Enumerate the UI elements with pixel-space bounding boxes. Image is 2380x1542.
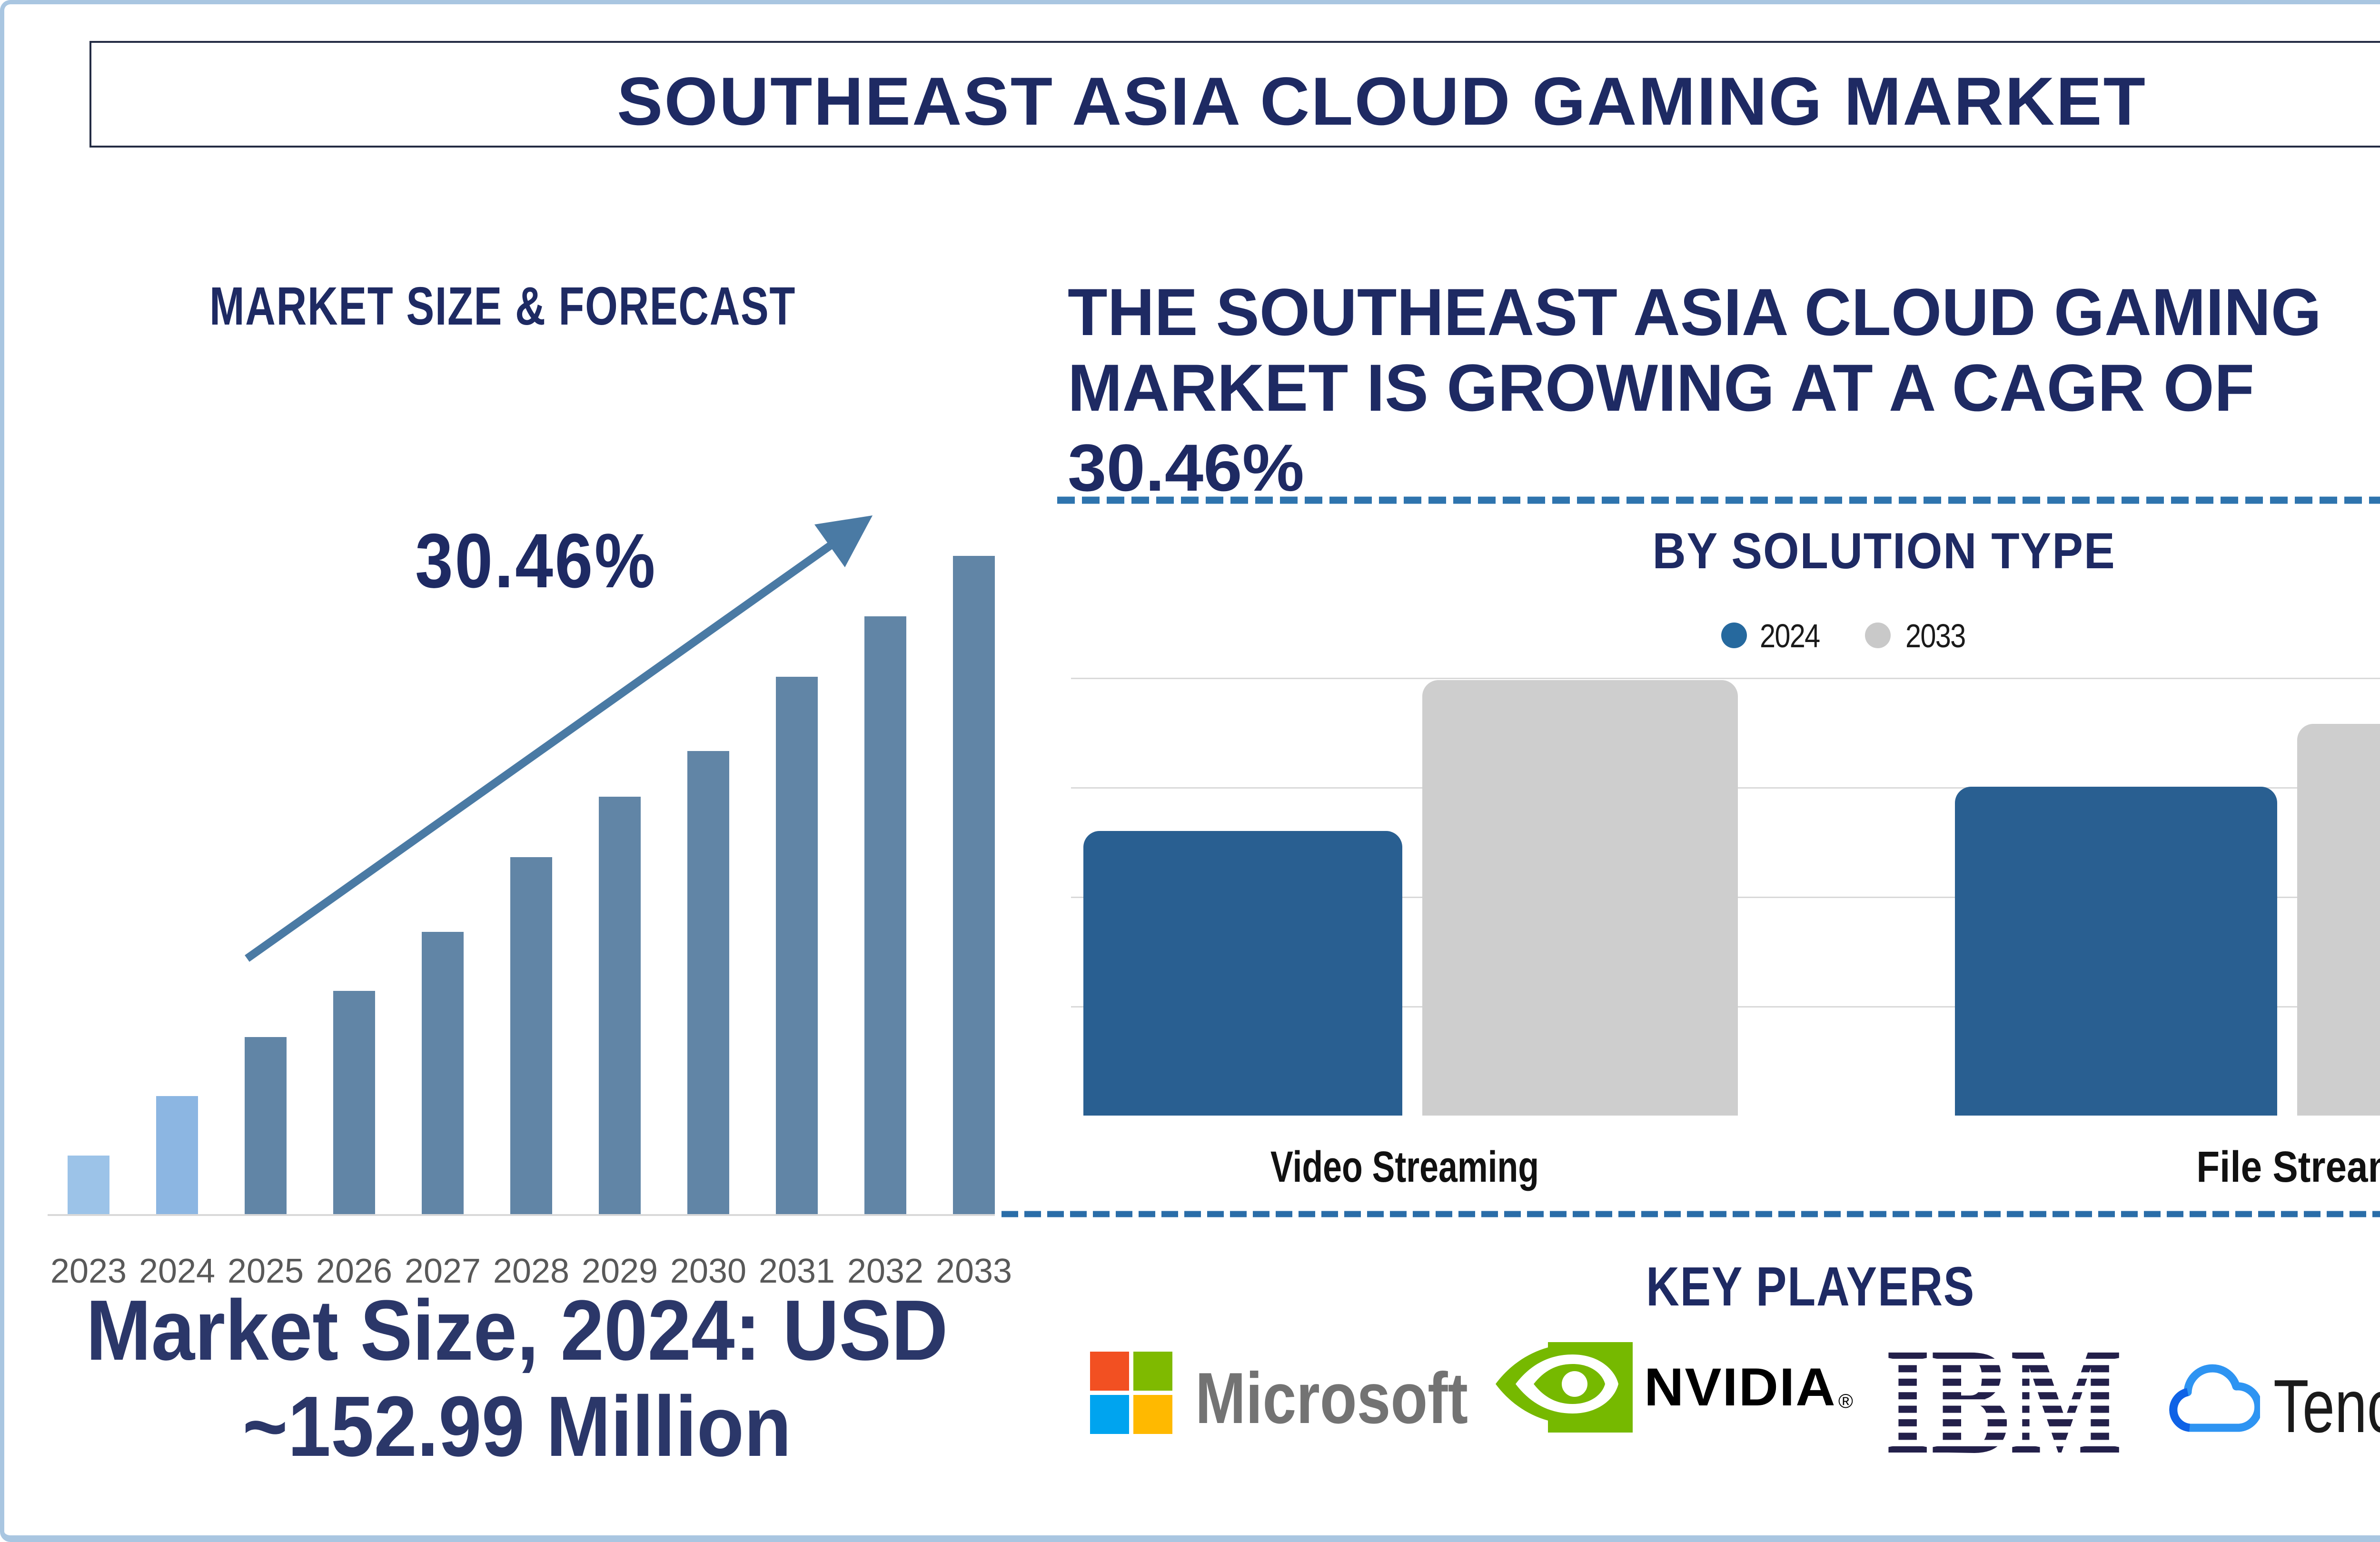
svg-text:IBM: IBM — [1884, 1352, 2122, 1453]
